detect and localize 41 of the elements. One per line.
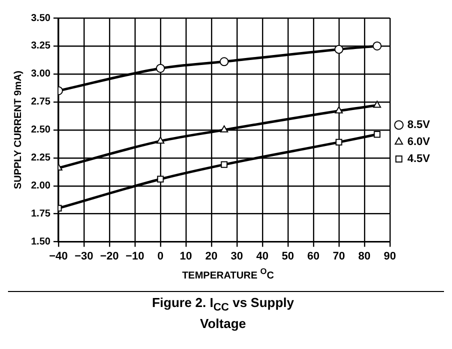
legend-label: 4.5V bbox=[407, 153, 431, 166]
x-tick-label: 90 bbox=[384, 250, 396, 262]
y-tick-label: 3.50 bbox=[30, 12, 51, 24]
point bbox=[157, 176, 164, 182]
point bbox=[156, 64, 165, 73]
x-tick-label: −20 bbox=[100, 250, 119, 262]
y-tick-label: 3.00 bbox=[30, 68, 51, 80]
y-axis-title: SUPPLY CURRENT 9mA) bbox=[12, 70, 24, 190]
point bbox=[156, 136, 164, 144]
y-tick-label: 2.25 bbox=[30, 152, 51, 164]
x-tick-label: 30 bbox=[230, 250, 244, 262]
point bbox=[374, 131, 380, 138]
x-tick-label: 70 bbox=[332, 250, 346, 262]
x-tick-label: 40 bbox=[256, 250, 269, 262]
point bbox=[336, 138, 342, 146]
point bbox=[220, 57, 229, 66]
text: Figure 2. I$_{CC}$ vs Supply Voltage bbox=[150, 295, 296, 331]
x-tick-label: 20 bbox=[205, 250, 218, 262]
x-tick-label: 50 bbox=[282, 250, 294, 262]
point bbox=[334, 106, 343, 114]
x-tick-label: −30 bbox=[74, 250, 94, 262]
point bbox=[372, 41, 382, 50]
x-tick-label: 60 bbox=[307, 250, 320, 262]
x-tick-label: 10 bbox=[180, 250, 192, 262]
y-tick-label: 1.50 bbox=[30, 236, 51, 248]
y-tick-label: 3.25 bbox=[30, 40, 51, 52]
x-tick-label: 80 bbox=[358, 250, 371, 262]
y-tick-label: 2.00 bbox=[30, 180, 51, 192]
point bbox=[373, 100, 382, 108]
x-tick-label: 0 bbox=[157, 250, 164, 262]
point bbox=[220, 125, 228, 132]
x-tick-label: −10 bbox=[126, 250, 144, 262]
x-axis-title: TEMPERATURE $^{O}$C bbox=[181, 266, 275, 282]
legend-label: 8.5V bbox=[407, 119, 431, 132]
y-tick-label: 2.75 bbox=[30, 96, 51, 108]
y-tick-label: 1.75 bbox=[30, 208, 51, 220]
y-tick-label: 2.50 bbox=[30, 124, 51, 136]
point bbox=[220, 161, 228, 168]
x-tick-label: −40 bbox=[49, 250, 68, 262]
legend-label: 6.0V bbox=[407, 136, 431, 148]
point bbox=[334, 44, 344, 54]
